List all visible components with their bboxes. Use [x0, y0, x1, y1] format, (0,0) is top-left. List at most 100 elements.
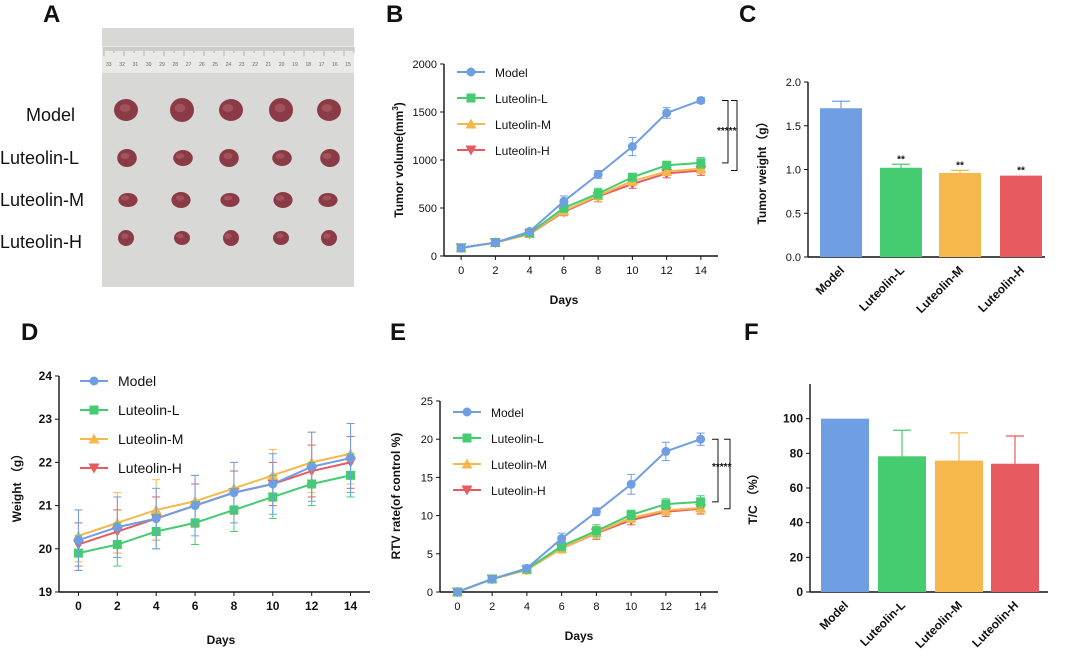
ruler-number: 23 — [239, 62, 245, 68]
x-tick-label: 4 — [153, 599, 160, 613]
panel-label-b: B — [386, 1, 403, 28]
data-point — [627, 142, 637, 152]
y-tick-label: 24 — [39, 369, 53, 383]
legend-marker — [465, 145, 477, 156]
legend-label: Luteolin-H — [491, 484, 546, 498]
x-tick-label: 6 — [559, 601, 565, 613]
series-model — [73, 423, 356, 571]
data-point — [696, 434, 706, 444]
legend-marker — [461, 485, 473, 496]
tumor-photo: 33 32 31 30 29 28 27 26 25 24 23 22 21 20 19 18 17 16 15 — [102, 28, 355, 287]
y-tick-label: 1000 — [413, 155, 437, 167]
ruler-number: 15 — [345, 62, 351, 68]
category-label: Luteolin-L — [857, 598, 908, 649]
significance-bracket — [722, 99, 729, 164]
y-tick-label: 1.0 — [786, 165, 801, 177]
x-tick-label: 8 — [593, 601, 599, 613]
data-point — [591, 507, 601, 517]
data-point — [151, 514, 161, 524]
y-tick-label: 10 — [421, 511, 433, 523]
data-point — [522, 563, 532, 573]
legend-label: Luteolin-H — [495, 144, 550, 158]
tumor-sample — [118, 193, 138, 207]
y-tick-label: 23 — [39, 412, 53, 426]
tumor-highlight — [276, 233, 284, 239]
data-point — [626, 510, 636, 520]
series-model — [452, 432, 706, 597]
category-label: Luteolin-L — [856, 263, 907, 314]
tumor-highlight — [175, 195, 185, 201]
data-point — [559, 203, 569, 213]
x-tick-label: 0 — [458, 265, 464, 277]
tc-ratio-chart: 0 20 40 60 80 100 Model Luteolin-L Luteolin-M Lut… — [783, 384, 1048, 651]
legend-marker — [461, 458, 473, 469]
data-point — [696, 158, 706, 168]
data-point — [229, 488, 239, 498]
tumor-volume-chart: 0 500 1000 1500 2000 0 2 4 6 8 10 12 14 Model Luteolin… — [413, 59, 738, 277]
data-point — [591, 526, 601, 536]
panel-label-d: D — [21, 319, 38, 346]
data-point — [696, 95, 706, 105]
series-line — [78, 474, 351, 555]
data-point — [452, 587, 462, 597]
category-label: Luteolin-M — [912, 598, 965, 651]
x-tick-label: 10 — [266, 599, 280, 613]
tumor-highlight — [174, 103, 186, 113]
series-line — [457, 438, 701, 593]
legend-label: Luteolin-L — [118, 402, 180, 418]
tumor-highlight — [223, 195, 233, 201]
x-tick-label: 14 — [695, 601, 707, 613]
x-tick-label: 0 — [454, 601, 460, 613]
y-tick-label: 20 — [790, 550, 804, 564]
ruler-number: 32 — [119, 62, 125, 68]
chart-b-xlabel: Days — [550, 293, 579, 307]
y-tick-label: 0.5 — [786, 208, 801, 220]
bar-low — [880, 167, 922, 257]
legend-marker — [466, 93, 476, 103]
data-point — [627, 172, 637, 182]
significance-marker: ** — [956, 160, 964, 171]
legend-label: Model — [495, 66, 528, 80]
photo-row-label-luteolin-h: Luteolin-H — [0, 232, 82, 252]
ruler-number: 31 — [133, 62, 139, 68]
legend-label: Luteolin-M — [118, 431, 183, 447]
tumor-highlight — [322, 152, 332, 160]
ruler-number: 16 — [332, 62, 338, 68]
tumor-highlight — [321, 104, 333, 112]
data-point — [525, 227, 535, 237]
x-tick-label: 2 — [492, 265, 498, 277]
category-label: Luteolin-H — [975, 263, 1027, 315]
x-tick-label: 6 — [561, 265, 567, 277]
legend-label: Luteolin-M — [491, 458, 547, 472]
y-tick-label: 80 — [790, 446, 804, 460]
tumor-weight-chart: 0.0 0.5 1.0 1.5 2.0 Model ** Luteolin-L ** Luteol… — [786, 77, 1045, 316]
x-tick-label: 4 — [524, 601, 530, 613]
series-line — [78, 452, 351, 537]
data-point — [557, 541, 567, 551]
ruler-number: 28 — [173, 62, 179, 68]
y-tick-label: 0 — [427, 587, 433, 599]
tumor-highlight — [120, 195, 130, 201]
x-tick-label: 8 — [231, 599, 238, 613]
significance-bracket — [731, 99, 738, 172]
tumor-highlight — [176, 233, 184, 239]
ruler-number: 24 — [226, 62, 232, 68]
x-tick-label: 14 — [344, 599, 358, 613]
series-line — [78, 457, 351, 542]
series-line — [460, 167, 701, 249]
bar-high — [1000, 175, 1042, 257]
tumor-highlight — [275, 195, 285, 201]
y-tick-label: 21 — [39, 499, 53, 513]
data-point — [626, 479, 636, 489]
x-tick-label: 8 — [595, 265, 601, 277]
bar-high — [991, 463, 1039, 592]
panel-label-c: C — [739, 1, 756, 28]
category-label: Model — [817, 598, 851, 632]
bar-mid — [935, 460, 983, 592]
panel-label-f: F — [744, 319, 759, 346]
panel-label-a: A — [43, 1, 60, 28]
ruler-number: 17 — [319, 62, 325, 68]
data-point — [73, 535, 83, 545]
y-tick-label: 60 — [790, 481, 804, 495]
data-point — [662, 108, 672, 118]
